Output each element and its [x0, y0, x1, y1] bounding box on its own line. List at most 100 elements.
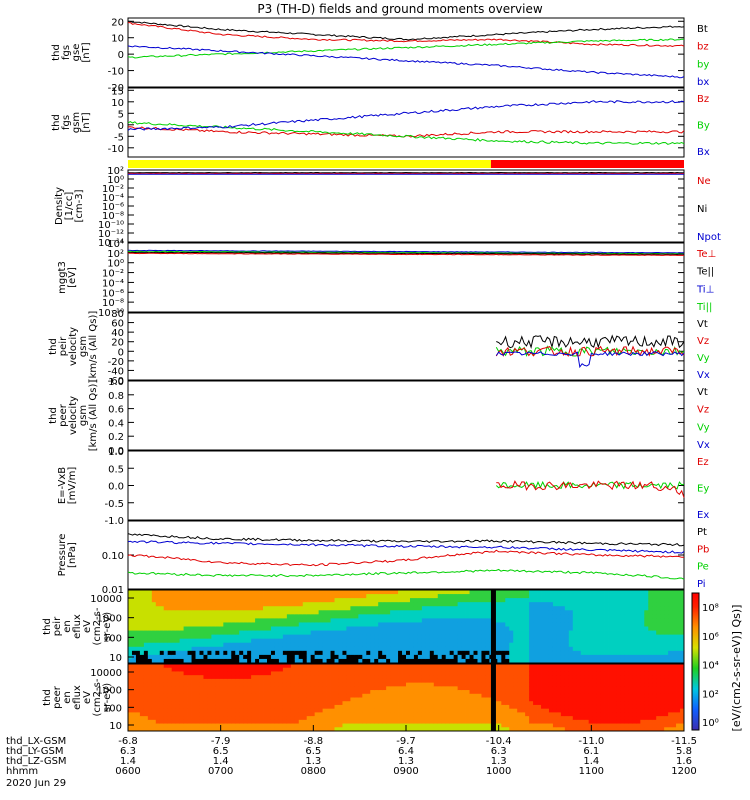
spectrogram-cell — [179, 638, 184, 644]
spectrogram-cell — [330, 716, 335, 721]
spectrogram-cell — [417, 606, 423, 611]
spectrogram-cell — [525, 638, 530, 644]
spectrogram-cell — [362, 610, 367, 615]
spectrogram-cell — [378, 642, 383, 648]
spectrogram-cell — [338, 704, 343, 710]
spectrogram-cell — [529, 693, 534, 698]
spectrogram-cell — [286, 719, 292, 724]
spectrogram-cell — [354, 708, 359, 713]
spectrogram-cell — [143, 690, 149, 695]
spectrogram-cell — [433, 697, 439, 702]
spectrogram-cell — [255, 610, 260, 615]
spectrogram-cell — [259, 606, 264, 611]
spectrogram-cell — [207, 626, 212, 631]
spectrogram-cell — [572, 650, 578, 656]
spectrogram-cell — [278, 697, 284, 702]
spectrogram-cell — [513, 598, 518, 603]
spectrogram-cell — [425, 682, 431, 687]
spectrogram-cell — [676, 650, 681, 656]
spectrogram-cell — [223, 697, 228, 702]
spectrogram-cell — [362, 682, 367, 687]
spectrogram-cell — [171, 610, 177, 615]
spectrogram-cell — [457, 594, 462, 599]
spectrogram-cell — [143, 610, 149, 615]
spectrogram-cell — [556, 667, 562, 672]
spectrogram-cell — [270, 704, 276, 710]
spectrogram-cell — [588, 622, 594, 627]
spectrogram-cell — [239, 690, 244, 695]
spectrogram-cell — [568, 618, 574, 623]
spectrogram-cell — [211, 638, 216, 644]
spectrogram-cell — [473, 690, 478, 695]
spectrogram-cell — [191, 723, 196, 728]
spectrogram-cell — [163, 614, 169, 619]
spectrogram-cell — [394, 618, 399, 623]
spectrogram-cell — [390, 626, 395, 631]
spectrogram-cell — [592, 686, 598, 691]
spectrogram-cell — [326, 658, 331, 664]
spectrogram-cell — [207, 686, 212, 691]
spectrogram-cell — [632, 602, 637, 607]
y-tick-label: 10⁻⁴ — [102, 278, 124, 289]
spectrogram-cell — [235, 642, 240, 648]
spectrogram-cell — [310, 626, 316, 631]
spectrogram-cell — [477, 614, 482, 619]
spectrogram-cell — [497, 630, 502, 636]
spectrogram-cell — [259, 708, 264, 713]
spectrogram-cell — [469, 708, 474, 713]
spectrogram-cell — [302, 704, 308, 710]
spectrogram-cell — [521, 622, 526, 627]
spectrogram-cell — [326, 634, 331, 640]
series-line — [495, 345, 685, 357]
spectrogram-cell — [421, 678, 427, 684]
spectrogram-cell — [525, 610, 530, 615]
spectrogram-cell — [394, 602, 399, 607]
spectrogram-cell — [660, 622, 665, 627]
spectrogram-cell — [596, 664, 601, 669]
spectrogram-cell — [469, 626, 474, 631]
spectrogram-cell — [481, 634, 486, 640]
spectrogram-cell — [672, 606, 677, 611]
spectrogram-cell — [668, 622, 673, 627]
spectrogram-cell — [390, 727, 395, 732]
spectrogram-cell — [203, 675, 208, 680]
spectrogram-cell — [334, 723, 339, 728]
spectrogram-cell — [274, 658, 280, 664]
spectrogram-cell — [461, 642, 466, 648]
spectrogram-cell — [421, 622, 427, 627]
spectrogram-cell — [676, 606, 681, 611]
spectrogram-cell — [564, 716, 570, 721]
spectrogram-cell — [243, 626, 248, 631]
spectrogram-cell — [294, 704, 300, 710]
spectrogram-cell — [413, 606, 419, 611]
spectrogram-cell — [402, 646, 407, 652]
spectrogram-cell — [175, 610, 181, 615]
spectrogram-cell — [660, 638, 665, 644]
spectrogram-cell — [552, 594, 558, 599]
spectrogram-cell — [465, 675, 470, 680]
spectrogram-cell — [342, 638, 347, 644]
spectrogram-cell — [310, 646, 316, 652]
spectrogram-cell — [191, 642, 196, 648]
spectrogram-cell — [394, 650, 399, 656]
spectrogram-cell — [306, 602, 312, 607]
spectrogram-cell — [290, 658, 296, 664]
spectrogram-cell — [529, 614, 534, 619]
spectrogram-cell — [302, 638, 308, 644]
spectrogram-cell — [195, 638, 200, 644]
spectrogram-cell — [509, 671, 514, 676]
spectrogram-cell — [306, 626, 312, 631]
spectrogram-cell — [187, 708, 192, 713]
spectrogram-cell — [211, 686, 216, 691]
spectrogram-cell — [143, 667, 149, 672]
spectrogram-cell — [318, 716, 323, 721]
spectrogram-cell — [386, 606, 391, 611]
spectrogram-cell — [290, 614, 296, 619]
spectrogram-cell — [382, 626, 387, 631]
spectrogram-cell — [449, 697, 455, 702]
spectrogram-cell — [255, 727, 260, 732]
spectrogram-cell — [163, 704, 169, 710]
spectrogram-cell — [398, 594, 403, 599]
spectrogram-cell — [199, 701, 204, 706]
spectrogram-cell — [672, 658, 677, 664]
